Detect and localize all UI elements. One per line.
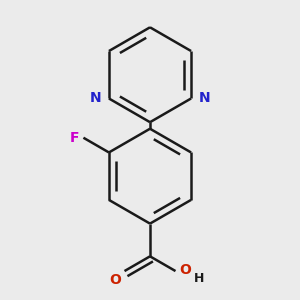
Text: O: O (179, 263, 190, 277)
Text: F: F (70, 131, 80, 145)
Text: N: N (90, 92, 102, 106)
Text: H: H (194, 272, 204, 285)
Text: O: O (110, 273, 121, 287)
Text: N: N (198, 92, 210, 106)
